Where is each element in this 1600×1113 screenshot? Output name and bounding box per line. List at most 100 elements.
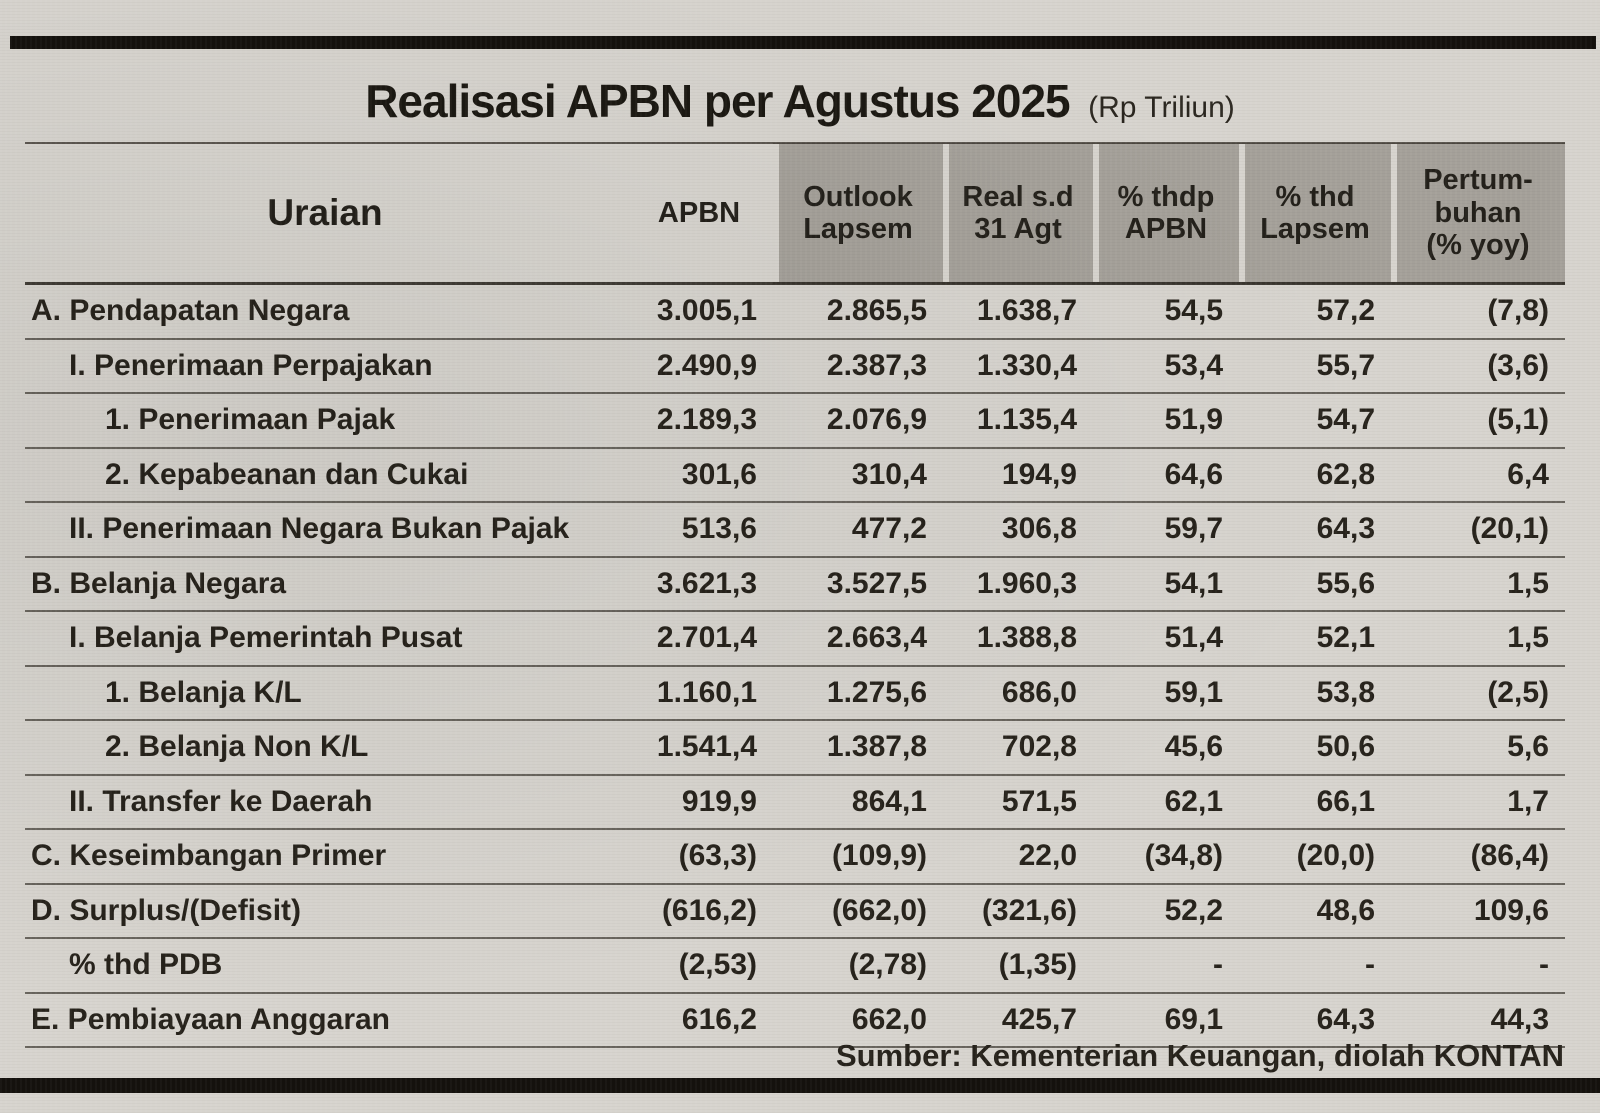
table-cell: 662,0 xyxy=(773,992,943,1048)
table-row: B. Belanja Negara 3.621,3 3.527,5 1.960,… xyxy=(25,556,1565,612)
table-cell: 55,6 xyxy=(1239,556,1391,612)
table-cell: 6,4 xyxy=(1391,447,1565,503)
table-row: D. Surplus/(Defisit) (616,2) (662,0) (32… xyxy=(25,883,1565,939)
table-cell: (20,0) xyxy=(1239,829,1391,885)
table-cell: (3,6) xyxy=(1391,338,1565,394)
top-border-rule xyxy=(10,36,1596,49)
table-cell: 51,4 xyxy=(1093,611,1239,667)
table-cell: 52,2 xyxy=(1093,883,1239,939)
table-cell: 54,5 xyxy=(1093,283,1239,340)
table-cell: 64,3 xyxy=(1239,992,1391,1048)
row-label: B. Belanja Negara xyxy=(25,556,625,612)
table-cell: 3.005,1 xyxy=(625,283,773,340)
table-cell: 53,8 xyxy=(1239,665,1391,721)
table-cell: - xyxy=(1239,938,1391,994)
table-cell: (2,78) xyxy=(773,938,943,994)
table-row: % thd PDB (2,53) (2,78) (1,35) - - - xyxy=(25,938,1565,994)
table-row: E. Pembiayaan Anggaran 616,2 662,0 425,7… xyxy=(25,992,1565,1048)
table-cell: 5,6 xyxy=(1391,720,1565,776)
col-header-outlook-lapsem: Outlook Lapsem xyxy=(773,142,943,285)
table-cell: (662,0) xyxy=(773,883,943,939)
table-cell: 306,8 xyxy=(943,502,1093,558)
table-cell: - xyxy=(1391,938,1565,994)
row-label: 1. Belanja K/L xyxy=(25,665,625,721)
table-cell: 69,1 xyxy=(1093,992,1239,1048)
table-cell: 864,1 xyxy=(773,774,943,830)
table-cell: 2.490,9 xyxy=(625,338,773,394)
row-label: II. Transfer ke Daerah xyxy=(25,774,625,830)
table-cell: 1,7 xyxy=(1391,774,1565,830)
row-label: 1. Penerimaan Pajak xyxy=(25,393,625,449)
table-cell: 64,6 xyxy=(1093,447,1239,503)
table-cell: 22,0 xyxy=(943,829,1093,885)
table-row: 2. Belanja Non K/L 1.541,4 1.387,8 702,8… xyxy=(25,720,1565,776)
table-cell: 51,9 xyxy=(1093,393,1239,449)
table-cell: 1,5 xyxy=(1391,556,1565,612)
row-label: % thd PDB xyxy=(25,938,625,994)
table-cell: 3.527,5 xyxy=(773,556,943,612)
table-cell: 44,3 xyxy=(1391,992,1565,1048)
table-cell: 2.189,3 xyxy=(625,393,773,449)
table-cell: 2.387,3 xyxy=(773,338,943,394)
table-row: A. Pendapatan Negara 3.005,1 2.865,5 1.6… xyxy=(25,283,1565,340)
row-label: I. Penerimaan Perpajakan xyxy=(25,338,625,394)
row-label: 2. Belanja Non K/L xyxy=(25,720,625,776)
bottom-border-rule xyxy=(0,1078,1600,1093)
table-cell: 477,2 xyxy=(773,502,943,558)
table-cell: (2,53) xyxy=(625,938,773,994)
table-cell: 45,6 xyxy=(1093,720,1239,776)
col-header-pct-thd-lapsem: % thd Lapsem xyxy=(1239,142,1391,285)
table-cell: 1,5 xyxy=(1391,611,1565,667)
page-title: Realisasi APBN per Agustus 2025 xyxy=(365,75,1070,127)
table-cell: 55,7 xyxy=(1239,338,1391,394)
table-cell: (5,1) xyxy=(1391,393,1565,449)
table-cell: 3.621,3 xyxy=(625,556,773,612)
table-cell: 1.960,3 xyxy=(943,556,1093,612)
table-row: 2. Kepabeanan dan Cukai 301,6 310,4 194,… xyxy=(25,447,1565,503)
table-cell: 2.663,4 xyxy=(773,611,943,667)
table-row: I. Belanja Pemerintah Pusat 2.701,4 2.66… xyxy=(25,611,1565,667)
table-row: II. Penerimaan Negara Bukan Pajak 513,6 … xyxy=(25,502,1565,558)
table-cell: (20,1) xyxy=(1391,502,1565,558)
table-row: 1. Belanja K/L 1.160,1 1.275,6 686,0 59,… xyxy=(25,665,1565,721)
table-row: II. Transfer ke Daerah 919,9 864,1 571,5… xyxy=(25,774,1565,830)
table-cell: 66,1 xyxy=(1239,774,1391,830)
row-label: D. Surplus/(Defisit) xyxy=(25,883,625,939)
table-cell: 62,8 xyxy=(1239,447,1391,503)
table-cell: 513,6 xyxy=(625,502,773,558)
table-cell: 52,1 xyxy=(1239,611,1391,667)
table-cell: (34,8) xyxy=(1093,829,1239,885)
table-cell: (109,9) xyxy=(773,829,943,885)
table-cell: (321,6) xyxy=(943,883,1093,939)
row-label: I. Belanja Pemerintah Pusat xyxy=(25,611,625,667)
source-note: Sumber: Kementerian Keuangan, diolah KON… xyxy=(835,1038,1564,1073)
table-cell: 310,4 xyxy=(773,447,943,503)
table-cell: (86,4) xyxy=(1391,829,1565,885)
table-cell: 57,2 xyxy=(1239,283,1391,340)
table-cell: 109,6 xyxy=(1391,883,1565,939)
table-cell: 54,7 xyxy=(1239,393,1391,449)
row-label: A. Pendapatan Negara xyxy=(25,283,625,340)
col-header-uraian: Uraian xyxy=(25,142,625,285)
table-cell: 571,5 xyxy=(943,774,1093,830)
table-cell: 54,1 xyxy=(1093,556,1239,612)
table-cell: 1.387,8 xyxy=(773,720,943,776)
table-cell: 919,9 xyxy=(625,774,773,830)
apbn-realization-table: Uraian APBN Outlook Lapsem Real s.d 31 A… xyxy=(25,142,1565,1048)
title-unit-label: (Rp Triliun) xyxy=(1088,91,1235,124)
col-header-apbn: APBN xyxy=(625,142,773,285)
table-cell: (7,8) xyxy=(1391,283,1565,340)
table-cell: 616,2 xyxy=(625,992,773,1048)
table-cell: 59,1 xyxy=(1093,665,1239,721)
table-cell: (63,3) xyxy=(625,829,773,885)
table-cell: 1.388,8 xyxy=(943,611,1093,667)
table-cell: 62,1 xyxy=(1093,774,1239,830)
row-label: II. Penerimaan Negara Bukan Pajak xyxy=(25,502,625,558)
col-header-pct-thdp-apbn: % thdp APBN xyxy=(1093,142,1239,285)
table-cell: (2,5) xyxy=(1391,665,1565,721)
table-cell: 2.865,5 xyxy=(773,283,943,340)
col-header-pertumbuhan-yoy: Pertum- buhan (% yoy) xyxy=(1391,142,1565,285)
table-cell: (616,2) xyxy=(625,883,773,939)
row-label: C. Keseimbangan Primer xyxy=(25,829,625,885)
table-cell: 1.160,1 xyxy=(625,665,773,721)
